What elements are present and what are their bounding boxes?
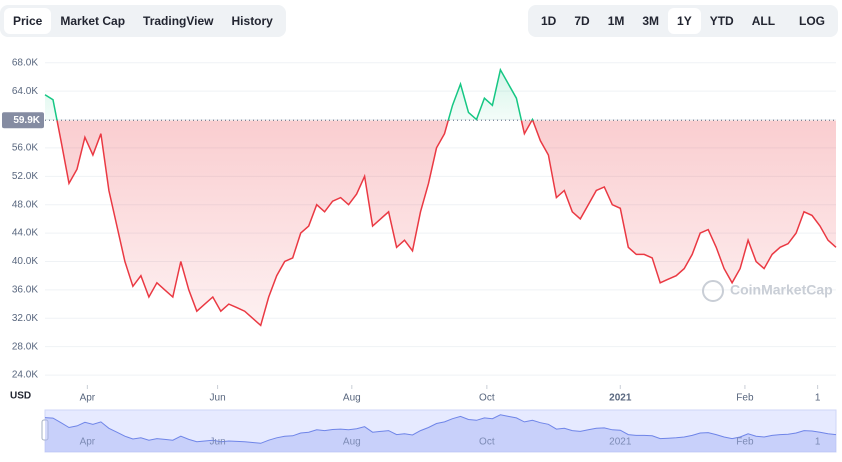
y-tick-label: 48.0K (12, 199, 38, 210)
y-tick-label: 68.0K (12, 57, 38, 68)
reference-label: 59.9K (13, 115, 40, 126)
x-tick-label: Oct (479, 393, 495, 404)
y-tick-label: 40.0K (12, 256, 38, 267)
range-button[interactable]: 1M (607, 14, 625, 28)
range-bar: 1D 7D 1M 3M 1Y YTD ALL LOG (528, 5, 838, 37)
range-button[interactable]: ALL (751, 14, 776, 28)
navigator-area (45, 414, 836, 452)
tab-bar: Price Market Cap TradingView History (0, 5, 286, 37)
x-tick-label: 2021 (609, 393, 632, 404)
reference-label-bg (2, 112, 44, 129)
navigator-label: Oct (479, 437, 495, 448)
y-tick-label: 56.0K (12, 143, 38, 154)
navigator-label: Jun (210, 437, 226, 448)
x-tick-label: Jun (210, 393, 226, 404)
y-tick-label: 36.0K (12, 285, 38, 296)
navigator-label: 1 (815, 437, 821, 448)
x-tick-label: Aug (343, 393, 361, 404)
tab[interactable]: Market Cap (60, 14, 126, 28)
watermark: CoinMarketCap (730, 282, 833, 298)
y-tick-label: 44.0K (12, 228, 38, 239)
range-button[interactable]: 3M (642, 14, 660, 28)
y-tick-label: 24.0K (12, 370, 38, 381)
tab[interactable]: Price (4, 8, 52, 34)
tab[interactable]: TradingView (143, 14, 214, 28)
range-button[interactable]: 7D (574, 14, 590, 28)
currency-label: USD (10, 391, 31, 402)
y-tick-label: 28.0K (12, 341, 38, 352)
log-button[interactable]: LOG (799, 14, 825, 28)
x-tick-label: 1 (815, 393, 821, 404)
y-tick-label: 64.0K (12, 86, 38, 97)
price-area (45, 69, 836, 326)
navigator-label: Apr (80, 437, 96, 448)
y-tick-label: 32.0K (12, 313, 38, 324)
x-tick-label: Apr (80, 393, 96, 404)
range-button[interactable]: 1Y (668, 8, 701, 34)
watermark-logo (702, 280, 724, 302)
range-button[interactable]: 1D (541, 14, 557, 28)
navigator-label: 2021 (609, 437, 632, 448)
navigator-label: Aug (343, 437, 361, 448)
tab[interactable]: History (231, 14, 273, 28)
navigator-line (44, 414, 837, 444)
range-button[interactable]: YTD (709, 14, 734, 28)
price-line (44, 67, 837, 327)
x-tick-label: Feb (736, 393, 754, 404)
navigator-label: Feb (736, 437, 754, 448)
y-tick-label: 52.0K (12, 171, 38, 182)
